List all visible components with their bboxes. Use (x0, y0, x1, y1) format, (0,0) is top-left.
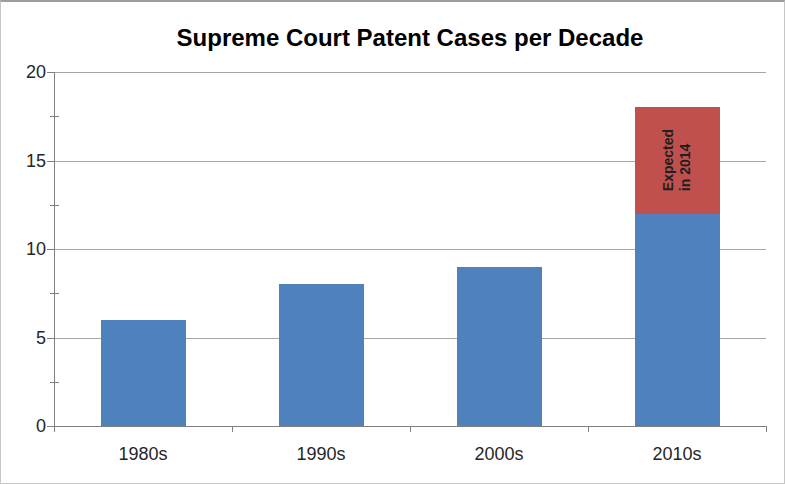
y-major-tick-15 (47, 161, 54, 162)
bar-2010s-cases-expected: Expected in 2014 (635, 107, 720, 213)
y-axis-line (54, 72, 55, 426)
x-tick-4 (766, 426, 767, 432)
y-tick-label-0: 0 (1, 415, 46, 437)
x-tick-1 (232, 426, 233, 432)
x-tick-0 (54, 426, 55, 432)
bar-2010s-cases-decided (635, 214, 720, 426)
bar-annotation: Expected in 2014 (635, 107, 720, 213)
y-major-tick-10 (47, 249, 54, 250)
chart-title: Supreme Court Patent Cases per Decade (54, 24, 766, 52)
x-tick-3 (588, 426, 589, 432)
y-tick-label-5: 5 (1, 327, 46, 349)
y-major-tick-0 (47, 426, 54, 427)
bar-1980s-cases-decided (101, 320, 186, 426)
x-tick-label-1990s: 1990s (232, 443, 410, 465)
bar-1990s-cases-decided (279, 284, 364, 426)
y-minor-tick-2.5 (50, 382, 59, 383)
y-major-tick-20 (47, 72, 54, 73)
y-major-tick-5 (47, 338, 54, 339)
y-minor-tick-12.5 (50, 205, 59, 206)
x-tick-2 (410, 426, 411, 432)
x-tick-label-2000s: 2000s (410, 443, 588, 465)
gridline-y20 (54, 72, 766, 73)
bar-annotation-text: Expected in 2014 (660, 129, 694, 191)
y-tick-label-20: 20 (1, 61, 46, 83)
plot-area: Expected in 2014 (54, 72, 766, 426)
y-tick-label-10: 10 (1, 238, 46, 260)
y-tick-label-15: 15 (1, 150, 46, 172)
y-minor-tick-17.5 (50, 116, 59, 117)
bar-2000s-cases-decided (457, 267, 542, 426)
x-tick-label-1980s: 1980s (54, 443, 232, 465)
y-minor-tick-7.5 (50, 293, 59, 294)
x-tick-label-2010s: 2010s (588, 443, 766, 465)
chart-frame: Supreme Court Patent Cases per Decade Ex… (0, 0, 785, 484)
